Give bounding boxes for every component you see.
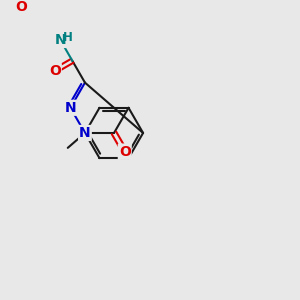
Text: O: O	[49, 64, 61, 78]
Text: N: N	[55, 33, 66, 47]
Text: O: O	[15, 0, 27, 14]
Text: H: H	[62, 31, 72, 44]
Text: N: N	[64, 101, 76, 115]
Text: O: O	[119, 145, 131, 159]
Text: N: N	[79, 126, 91, 140]
